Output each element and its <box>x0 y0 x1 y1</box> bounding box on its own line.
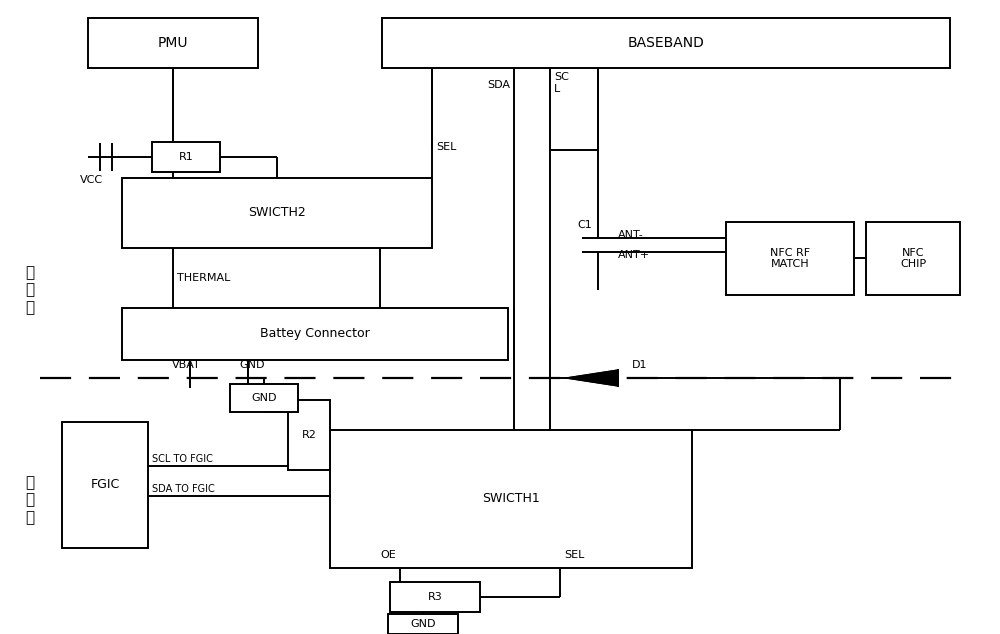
Text: SEL: SEL <box>564 550 584 560</box>
Text: Battey Connector: Battey Connector <box>260 328 370 340</box>
Bar <box>330 430 692 568</box>
Bar <box>382 18 950 68</box>
Bar <box>288 400 330 470</box>
Text: 电
池
侧: 电 池 侧 <box>25 475 35 525</box>
Text: VBAT: VBAT <box>172 360 200 370</box>
Bar <box>122 308 508 360</box>
Text: SWICTH1: SWICTH1 <box>482 493 540 505</box>
Text: NFC RF
MATCH: NFC RF MATCH <box>770 248 810 269</box>
Bar <box>390 582 480 612</box>
Bar <box>122 178 432 248</box>
Text: OE: OE <box>380 550 396 560</box>
Text: SCL TO FGIC: SCL TO FGIC <box>152 454 213 464</box>
Bar <box>726 222 854 295</box>
Text: SDA: SDA <box>487 80 510 90</box>
Bar <box>388 614 458 634</box>
Bar <box>230 384 298 412</box>
Text: 终
端
侧: 终 端 侧 <box>25 265 35 315</box>
Polygon shape <box>566 370 618 386</box>
Text: R1: R1 <box>179 152 193 162</box>
Text: NFC
CHIP: NFC CHIP <box>900 248 926 269</box>
Bar <box>866 222 960 295</box>
Bar <box>62 422 148 548</box>
Text: VCC: VCC <box>80 175 103 185</box>
Text: GND: GND <box>251 393 277 403</box>
Text: GND: GND <box>239 360 265 370</box>
Text: ANT-: ANT- <box>618 230 644 240</box>
Text: SC
L: SC L <box>554 72 569 94</box>
Bar <box>88 18 258 68</box>
Text: SWICTH2: SWICTH2 <box>248 207 306 219</box>
Text: THERMAL: THERMAL <box>177 273 230 283</box>
Text: FGIC: FGIC <box>90 479 120 491</box>
Text: R2: R2 <box>302 430 316 440</box>
Text: SDA TO FGIC: SDA TO FGIC <box>152 484 215 494</box>
Text: D1: D1 <box>632 360 648 370</box>
Text: C1: C1 <box>577 220 592 230</box>
Bar <box>152 142 220 172</box>
Text: SEL: SEL <box>436 142 456 152</box>
Text: ANT+: ANT+ <box>618 250 650 260</box>
Text: R3: R3 <box>428 592 442 602</box>
Text: PMU: PMU <box>158 36 188 50</box>
Text: GND: GND <box>410 619 436 629</box>
Text: BASEBAND: BASEBAND <box>628 36 704 50</box>
